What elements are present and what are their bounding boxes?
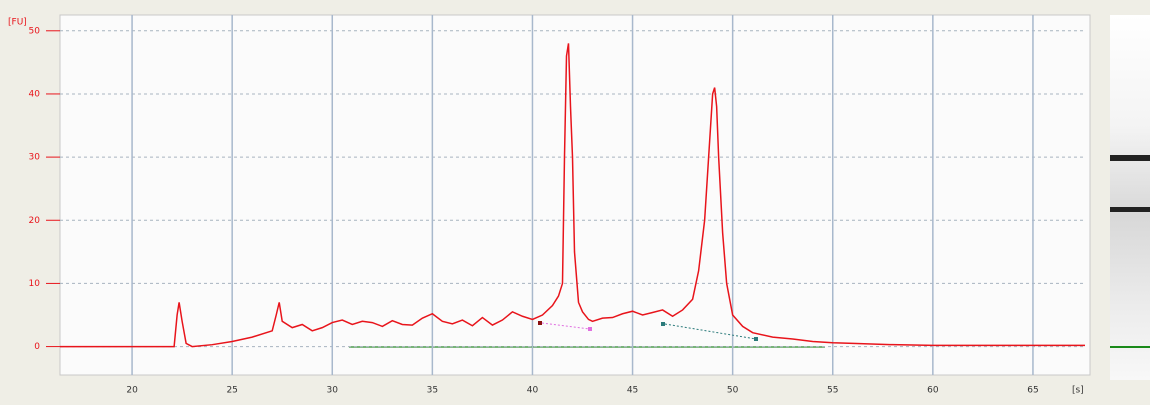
y-tick-label: 30	[29, 153, 41, 163]
x-tick-label: 60	[927, 386, 939, 396]
x-tick-label: 20	[126, 386, 138, 396]
x-tick-label: 55	[827, 386, 838, 396]
x-tick-label: 65	[1027, 386, 1038, 396]
x-tick-label: 40	[527, 386, 539, 396]
x-tick-label: 25	[226, 386, 237, 396]
x-tick-label: 30	[327, 386, 339, 396]
x-axis-label: [s]	[1072, 386, 1084, 396]
gel-lane	[1110, 15, 1150, 380]
x-tick-label: 50	[727, 386, 739, 396]
series-line	[60, 43, 1085, 348]
x-tick-label: 35	[427, 386, 438, 396]
y-tick-label: 0	[34, 342, 40, 352]
y-axis-label: [FU]	[8, 18, 27, 28]
x-tick-label: 45	[627, 386, 638, 396]
y-tick-label: 10	[29, 279, 41, 289]
peak-markers	[538, 321, 758, 341]
y-tick-label: 50	[29, 26, 41, 36]
plot-area	[59, 14, 1091, 376]
y-tick-label: 40	[29, 89, 41, 99]
y-tick-label: 20	[29, 216, 41, 226]
